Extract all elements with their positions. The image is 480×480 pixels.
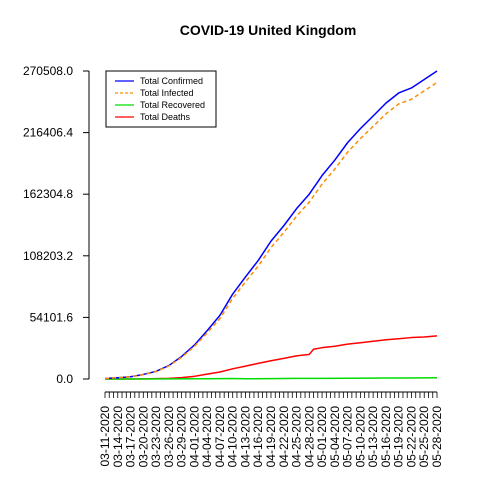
x-tick-label: 05-04-2020 bbox=[328, 406, 342, 468]
x-tick-label: 03-23-2020 bbox=[149, 406, 163, 468]
x-tick-label: 04-19-2020 bbox=[264, 406, 278, 468]
x-tick-label: 04-04-2020 bbox=[200, 406, 214, 468]
x-tick-label: 04-28-2020 bbox=[302, 406, 316, 468]
x-tick-label: 05-07-2020 bbox=[341, 406, 355, 468]
x-tick-label: 05-28-2020 bbox=[430, 406, 444, 468]
x-tick-label: 04-07-2020 bbox=[213, 406, 227, 468]
x-tick-label: 04-01-2020 bbox=[187, 406, 201, 468]
x-tick-label: 03-14-2020 bbox=[111, 406, 125, 468]
x-tick-label: 05-13-2020 bbox=[366, 406, 380, 468]
y-tick-label: 162304.8 bbox=[23, 187, 73, 201]
x-tick-label: 05-25-2020 bbox=[417, 406, 431, 468]
legend: Total Confirmed Total Infected Total Recov… bbox=[105, 70, 217, 128]
x-tick-label: 03-26-2020 bbox=[162, 406, 176, 468]
chart-title: COVID-19 United Kingdom bbox=[180, 22, 357, 38]
x-tick-label: 04-22-2020 bbox=[277, 406, 291, 468]
y-tick-label: 270508.0 bbox=[23, 64, 73, 78]
x-tick-label: 03-20-2020 bbox=[136, 406, 150, 468]
y-tick-label: 54101.6 bbox=[30, 310, 74, 324]
x-tick-label: 03-29-2020 bbox=[175, 406, 189, 468]
legend-label: Total Infected bbox=[140, 88, 194, 98]
series-lines bbox=[104, 70, 438, 380]
legend-label: Total Confirmed bbox=[140, 76, 203, 86]
x-tick-label: 04-10-2020 bbox=[226, 406, 240, 468]
y-tick-label: 216406.4 bbox=[23, 126, 73, 140]
x-tick-label: 05-22-2020 bbox=[404, 406, 418, 468]
series-line-total-recovered bbox=[104, 377, 438, 380]
x-tick-label: 05-01-2020 bbox=[315, 406, 329, 468]
y-tick-label: 108203.2 bbox=[23, 249, 73, 263]
series-line-total-infected bbox=[104, 81, 438, 380]
legend-label: Total Recovered bbox=[140, 100, 205, 110]
x-tick-label: 04-13-2020 bbox=[238, 406, 252, 468]
legend-label: Total Deaths bbox=[140, 112, 191, 122]
x-tick-label: 03-17-2020 bbox=[124, 406, 138, 468]
x-tick-label: 05-16-2020 bbox=[379, 406, 393, 468]
x-tick-label: 04-25-2020 bbox=[290, 406, 304, 468]
legend-box bbox=[105, 70, 217, 128]
x-tick-label: 05-10-2020 bbox=[353, 406, 367, 468]
x-tick-label: 05-19-2020 bbox=[392, 406, 406, 468]
x-tick-label: 03-11-2020 bbox=[98, 406, 112, 467]
x-tick-label: 04-16-2020 bbox=[251, 406, 265, 468]
axes: 0.0 54101.6 108203.2 162304.8 216406.4 270508… bbox=[23, 64, 444, 467]
y-tick-label: 0.0 bbox=[56, 372, 73, 386]
